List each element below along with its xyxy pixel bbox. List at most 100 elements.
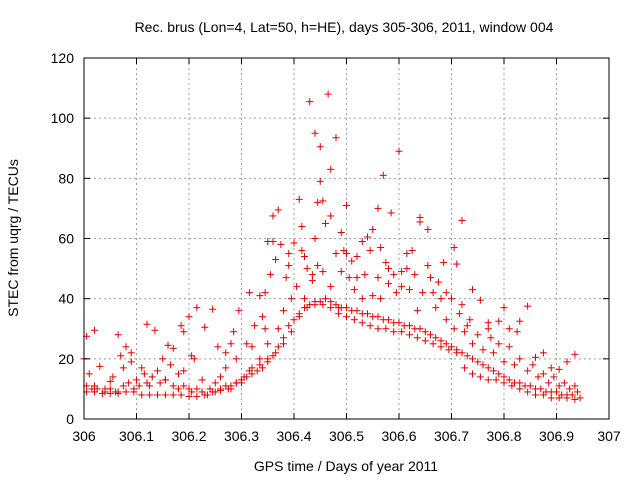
data-point	[348, 257, 356, 265]
data-point	[385, 316, 392, 324]
x-tick-label: 306.4	[276, 428, 311, 444]
data-point	[516, 385, 524, 393]
data-point	[256, 355, 264, 363]
data-point	[180, 382, 188, 390]
data-point	[495, 340, 503, 348]
data-point	[109, 373, 117, 381]
data-point	[571, 382, 579, 390]
data-point	[122, 343, 130, 351]
data-point	[350, 286, 358, 294]
data-point	[516, 379, 524, 387]
data-point	[382, 259, 390, 267]
data-point	[185, 313, 193, 321]
data-point	[432, 304, 440, 312]
data-point	[245, 289, 253, 297]
data-point	[469, 370, 476, 378]
data-point	[534, 373, 542, 381]
data-point	[190, 355, 198, 363]
data-point	[476, 296, 484, 304]
data-point	[358, 295, 366, 303]
data-point	[274, 343, 282, 351]
data-point	[285, 262, 293, 270]
data-point	[377, 295, 385, 303]
y-axis-label: STEC from uqrg / TECUs	[5, 159, 21, 317]
data-point	[484, 376, 492, 384]
data-point	[156, 379, 164, 387]
x-tick-label: 306.1	[119, 428, 154, 444]
data-point	[490, 367, 497, 375]
data-point	[413, 334, 421, 342]
data-point	[161, 391, 169, 399]
data-point	[248, 364, 256, 372]
data-point	[377, 244, 385, 252]
x-tick-label: 306	[72, 428, 96, 444]
data-point	[476, 373, 484, 381]
data-point	[222, 364, 230, 372]
data-point	[91, 388, 98, 396]
axis-ticks	[83, 57, 610, 420]
data-point	[261, 289, 269, 297]
data-point	[201, 391, 209, 399]
data-point	[133, 376, 140, 384]
data-point	[332, 250, 340, 258]
data-point	[505, 343, 513, 351]
data-point	[264, 355, 272, 363]
data-point	[143, 320, 151, 328]
data-point	[505, 325, 513, 333]
data-point	[303, 304, 311, 312]
data-point	[274, 325, 282, 333]
data-point	[232, 379, 240, 387]
data-point	[500, 358, 508, 366]
data-point	[322, 219, 329, 227]
data-point	[555, 382, 563, 390]
data-point	[169, 382, 177, 390]
data-point	[117, 352, 125, 360]
data-point	[180, 367, 188, 375]
data-point	[198, 376, 206, 384]
data-point	[406, 286, 413, 294]
data-point	[505, 376, 513, 384]
data-point	[379, 171, 387, 179]
data-point	[269, 212, 277, 220]
data-point	[532, 353, 539, 361]
data-point	[453, 349, 461, 357]
data-point	[119, 364, 127, 372]
data-point	[301, 295, 308, 303]
data-point	[511, 361, 518, 369]
data-point	[303, 265, 311, 273]
data-point	[345, 274, 353, 282]
data-point	[114, 389, 122, 397]
data-point	[440, 259, 448, 267]
data-point	[243, 340, 251, 348]
data-point	[214, 343, 222, 351]
data-point	[327, 298, 335, 306]
data-point	[240, 373, 248, 381]
data-point	[479, 361, 487, 369]
data-point	[450, 244, 458, 252]
data-point	[539, 349, 547, 357]
x-tick-labels: 306 306.1 306.2 306.3 306.4 306.5 306.6 306.7 30…	[72, 428, 621, 444]
data-point	[448, 295, 455, 303]
data-point	[306, 98, 314, 106]
data-point	[130, 388, 138, 396]
data-point	[361, 271, 369, 279]
data-point	[327, 304, 335, 312]
data-point	[455, 310, 463, 318]
data-point	[350, 316, 358, 324]
data-point	[327, 212, 335, 220]
data-point	[508, 382, 516, 390]
data-point	[177, 391, 185, 399]
data-point	[295, 313, 303, 321]
data-point	[461, 328, 469, 336]
data-point	[442, 340, 450, 348]
data-point	[154, 391, 161, 399]
data-point	[232, 355, 240, 363]
data-point	[445, 346, 453, 354]
data-point	[159, 355, 167, 363]
data-point	[466, 316, 474, 324]
data-point	[442, 289, 450, 297]
data-point	[560, 379, 568, 387]
data-point	[266, 271, 274, 279]
data-point	[227, 340, 235, 348]
data-point	[285, 322, 293, 330]
